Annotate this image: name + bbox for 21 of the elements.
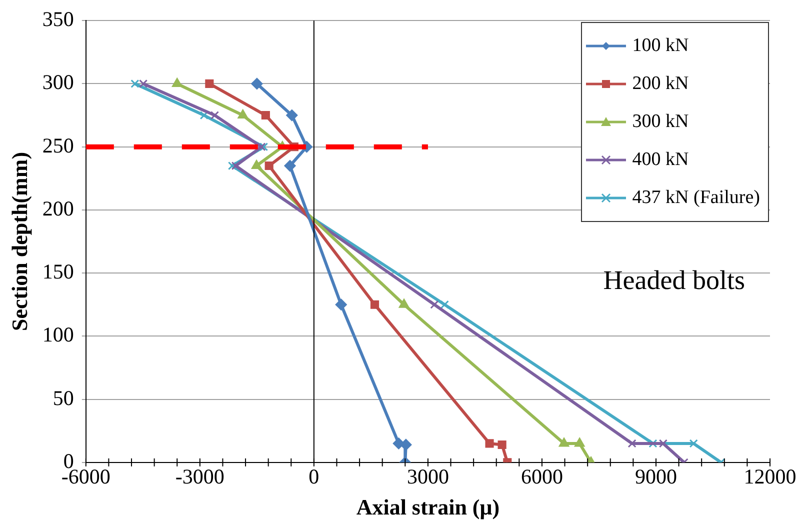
x-tick-label: -3000 xyxy=(175,464,224,489)
y-tick-label: 250 xyxy=(42,133,74,158)
annotation: Headed bolts xyxy=(603,265,745,296)
legend-label: 200 kN xyxy=(632,72,689,96)
y-axis-title: Section depth(mm) xyxy=(6,152,32,332)
y-tick-label: 150 xyxy=(42,260,74,284)
legend-label: 300 kN xyxy=(632,110,689,134)
y-tick-label: 200 xyxy=(42,196,74,220)
y-tick-label: 50 xyxy=(52,386,74,410)
legend-label: 437 kN (Failure) xyxy=(632,186,760,210)
x-tick-label: 9000 xyxy=(634,464,677,489)
legend-label: 400 kN xyxy=(632,148,689,172)
x-tick-label: 3000 xyxy=(406,464,449,489)
legend-label: 100 kN xyxy=(632,34,689,58)
y-tick-label: 100 xyxy=(42,322,74,347)
y-tick-label: 350 xyxy=(42,7,74,32)
x-axis-title: Axial strain (μ) xyxy=(356,494,500,520)
y-tick-label: 300 xyxy=(42,70,74,94)
x-tick-label: 0 xyxy=(308,464,320,489)
x-tick-label: 12000 xyxy=(744,464,796,489)
x-tick-label: 6000 xyxy=(520,464,563,489)
